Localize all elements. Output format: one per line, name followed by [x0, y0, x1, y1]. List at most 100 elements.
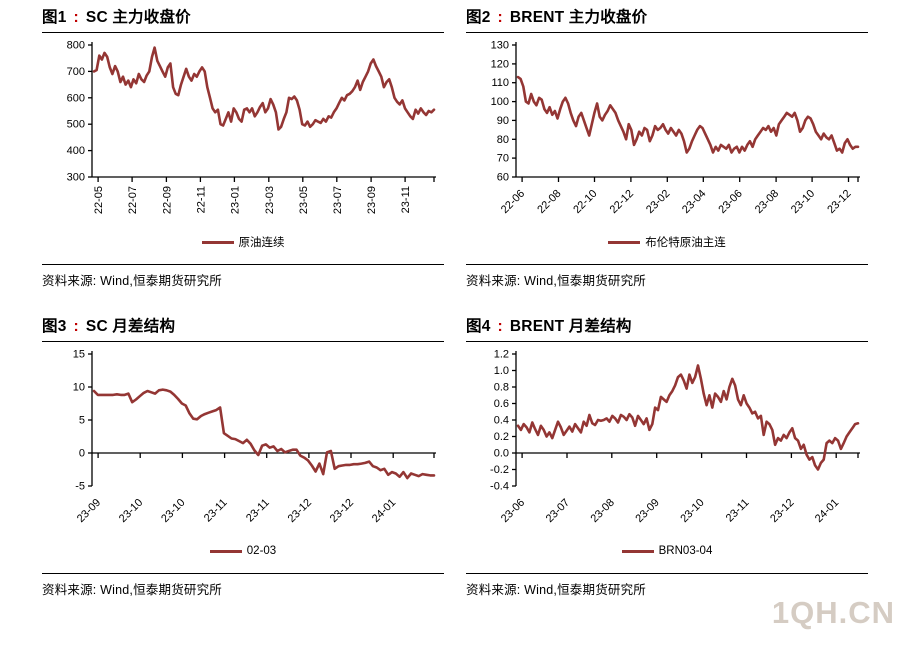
legend-1-line-swatch — [201, 240, 234, 244]
svg-text:23-08: 23-08 — [753, 188, 781, 216]
legend-2-line-swatch — [608, 240, 641, 244]
legend-3-label: 02-03 — [246, 545, 277, 557]
legend-2: 布伦特原油主连 — [466, 234, 868, 250]
figure-4: 图4: BRENT 月差结构 1.2 1.0 0.8 0.6 0.4 0.2 0.0 -0.2 -… — [466, 315, 868, 598]
site-watermark: 1QH.CN — [771, 595, 895, 630]
source-divider — [466, 264, 868, 265]
legend-3: 02-03 — [42, 543, 444, 559]
svg-text:23-07: 23-07 — [332, 186, 344, 214]
caption-divider — [42, 32, 444, 33]
svg-text:0: 0 — [79, 448, 85, 460]
chart-sc-main-close: 800 700 600 500 400 300 22-05 22-07 22-09 22-11 23… — [42, 37, 444, 232]
svg-text:0.4: 0.4 — [494, 415, 509, 427]
legend-2-label: 布伦特原油主连 — [645, 237, 726, 249]
svg-text:22-06: 22-06 — [499, 188, 527, 216]
svg-text:300: 300 — [67, 172, 85, 184]
svg-text:130: 130 — [491, 40, 509, 52]
svg-text:110: 110 — [491, 77, 509, 89]
chart-brent-main-close: 130 120 110 100 90 80 70 60 22-06 22-08 22-10 22-12… — [466, 37, 868, 232]
source-divider — [42, 573, 444, 574]
figure-1-title: SC 主力收盘价 — [85, 9, 191, 26]
legend-1-label: 原油连续 — [238, 237, 285, 249]
figure-1: 图1: SC 主力收盘价 800 700 600 500 400 300 22-05 22-07… — [42, 6, 444, 289]
svg-text:23-09: 23-09 — [366, 186, 378, 214]
svg-text:70: 70 — [497, 153, 509, 165]
svg-text:23-12: 23-12 — [286, 497, 314, 525]
svg-text:23-04: 23-04 — [680, 188, 708, 216]
svg-text:15: 15 — [73, 349, 85, 361]
figure-3-colon: : — [73, 318, 79, 335]
svg-text:1.2: 1.2 — [494, 349, 509, 361]
figure-3-number: 图3 — [42, 318, 67, 335]
svg-text:23-10: 23-10 — [159, 497, 187, 525]
svg-text:22-10: 22-10 — [571, 188, 599, 216]
svg-text:60: 60 — [497, 172, 509, 184]
svg-text:22-09: 22-09 — [161, 186, 173, 214]
caption-divider — [466, 341, 868, 342]
source-line-2: 资料来源: Wind,恒泰期货研究所 — [466, 274, 646, 288]
svg-text:-0.4: -0.4 — [490, 481, 509, 493]
report-chart-grid: 图1: SC 主力收盘价 800 700 600 500 400 300 22-05 22-07… — [42, 6, 868, 598]
svg-text:23-09: 23-09 — [633, 497, 661, 525]
svg-text:23-09: 23-09 — [75, 497, 103, 525]
figure-1-number: 图1 — [42, 9, 67, 26]
source-line-4: 资料来源: Wind,恒泰期货研究所 — [466, 583, 646, 597]
svg-text:5: 5 — [79, 415, 85, 427]
figure-1-caption: 图1: SC 主力收盘价 — [42, 6, 444, 32]
svg-text:700: 700 — [67, 66, 85, 78]
svg-text:400: 400 — [67, 145, 85, 157]
svg-text:24-01: 24-01 — [813, 497, 841, 525]
svg-text:23-10: 23-10 — [789, 188, 817, 216]
brent-main-close-svg: 130 120 110 100 90 80 70 60 22-06 22-08 22-10 22-12… — [491, 40, 860, 216]
figure-2-number: 图2 — [466, 9, 491, 26]
figure-2: 图2: BRENT 主力收盘价 130 120 110 100 90 80 70 60 22-06… — [466, 6, 868, 289]
svg-text:500: 500 — [67, 119, 85, 131]
sc-month-spread-svg: 15 10 5 0 -5 23-09 23-10 23-10 23-11 23-11 23-12 23… — [73, 349, 436, 525]
svg-text:0.6: 0.6 — [494, 398, 509, 410]
brent-month-spread-svg: 1.2 1.0 0.8 0.6 0.4 0.2 0.0 -0.2 -0.4 23-06 23-07 2… — [490, 349, 860, 525]
svg-text:-5: -5 — [75, 481, 85, 493]
svg-text:0.8: 0.8 — [494, 382, 509, 394]
figure-1-colon: : — [73, 9, 79, 26]
svg-text:23-12: 23-12 — [825, 188, 853, 216]
svg-text:22-05: 22-05 — [93, 186, 105, 214]
svg-text:120: 120 — [491, 58, 509, 70]
svg-text:1.0: 1.0 — [494, 365, 509, 377]
figure-4-title: BRENT 月差结构 — [509, 318, 632, 335]
figure-4-number: 图4 — [466, 318, 491, 335]
svg-text:23-10: 23-10 — [678, 497, 706, 525]
svg-text:600: 600 — [67, 92, 85, 104]
source-divider — [466, 573, 868, 574]
source-line-1: 资料来源: Wind,恒泰期货研究所 — [42, 274, 222, 288]
svg-text:22-08: 22-08 — [535, 188, 563, 216]
svg-text:100: 100 — [491, 96, 509, 108]
figure-3-title: SC 月差结构 — [85, 318, 176, 335]
figure-2-colon: : — [497, 9, 503, 26]
legend-1: 原油连续 — [42, 234, 444, 250]
figure-2-caption: 图2: BRENT 主力收盘价 — [466, 6, 868, 32]
svg-text:22-07: 22-07 — [127, 186, 139, 214]
source-divider — [42, 264, 444, 265]
chart-brent-month-spread: 1.2 1.0 0.8 0.6 0.4 0.2 0.0 -0.2 -0.4 23-06 23-07 2… — [466, 346, 868, 541]
caption-divider — [42, 341, 444, 342]
svg-text:23-07: 23-07 — [544, 497, 572, 525]
svg-text:22-11: 22-11 — [195, 186, 207, 213]
figure-4-colon: : — [497, 318, 503, 335]
source-line-3: 资料来源: Wind,恒泰期货研究所 — [42, 583, 222, 597]
svg-text:23-03: 23-03 — [264, 186, 276, 214]
svg-text:10: 10 — [73, 382, 85, 394]
svg-text:90: 90 — [497, 115, 509, 127]
svg-text:23-06: 23-06 — [716, 188, 744, 216]
svg-text:80: 80 — [497, 134, 509, 146]
svg-text:23-08: 23-08 — [589, 497, 617, 525]
figure-2-title: BRENT 主力收盘价 — [509, 9, 648, 26]
caption-divider — [466, 32, 868, 33]
svg-text:22-12: 22-12 — [608, 188, 636, 216]
svg-text:23-12: 23-12 — [768, 497, 796, 525]
legend-4: BRN03-04 — [466, 543, 868, 559]
svg-text:23-11: 23-11 — [244, 497, 272, 525]
svg-text:800: 800 — [67, 40, 85, 52]
chart-sc-month-spread: 15 10 5 0 -5 23-09 23-10 23-10 23-11 23-11 23-12 23… — [42, 346, 444, 541]
svg-text:0.0: 0.0 — [494, 448, 509, 460]
svg-text:-0.2: -0.2 — [490, 464, 509, 476]
